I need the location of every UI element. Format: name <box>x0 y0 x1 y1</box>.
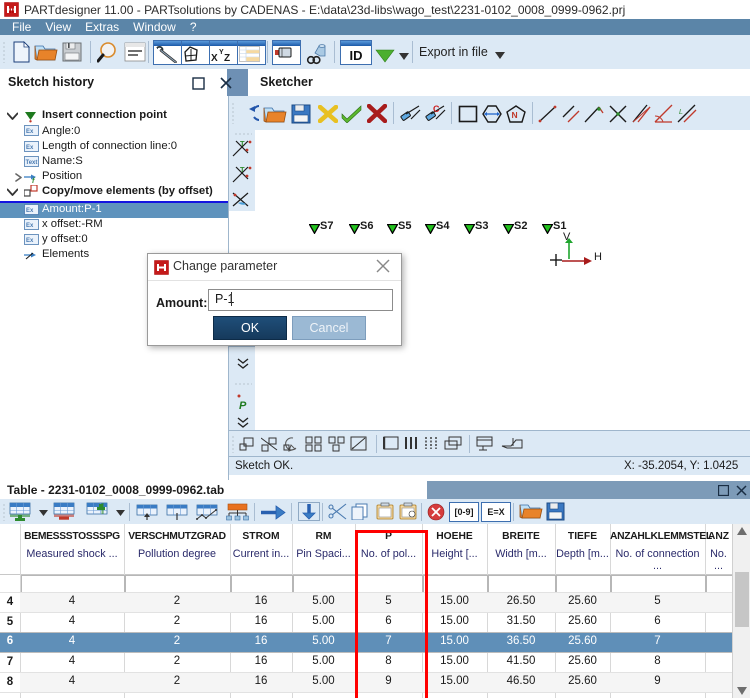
svg-text:Ex: Ex <box>26 129 34 135</box>
svg-text:Ex: Ex <box>26 208 34 214</box>
svg-text:Ex: Ex <box>26 145 34 151</box>
svg-text:Ex: Ex <box>26 223 34 229</box>
svg-text:Ex: Ex <box>26 238 34 244</box>
svg-text:T: T <box>240 165 245 174</box>
svg-text:N: N <box>512 110 518 120</box>
svg-text:Z: Z <box>224 53 230 63</box>
svg-text:X: X <box>211 53 218 63</box>
svg-text:T: T <box>240 139 245 148</box>
svg-text:f: f <box>32 178 35 183</box>
svg-text:Text: Text <box>26 160 38 166</box>
svg-text:L: L <box>679 109 683 116</box>
svg-text:P: P <box>239 400 247 410</box>
svg-text:C: C <box>433 105 440 114</box>
